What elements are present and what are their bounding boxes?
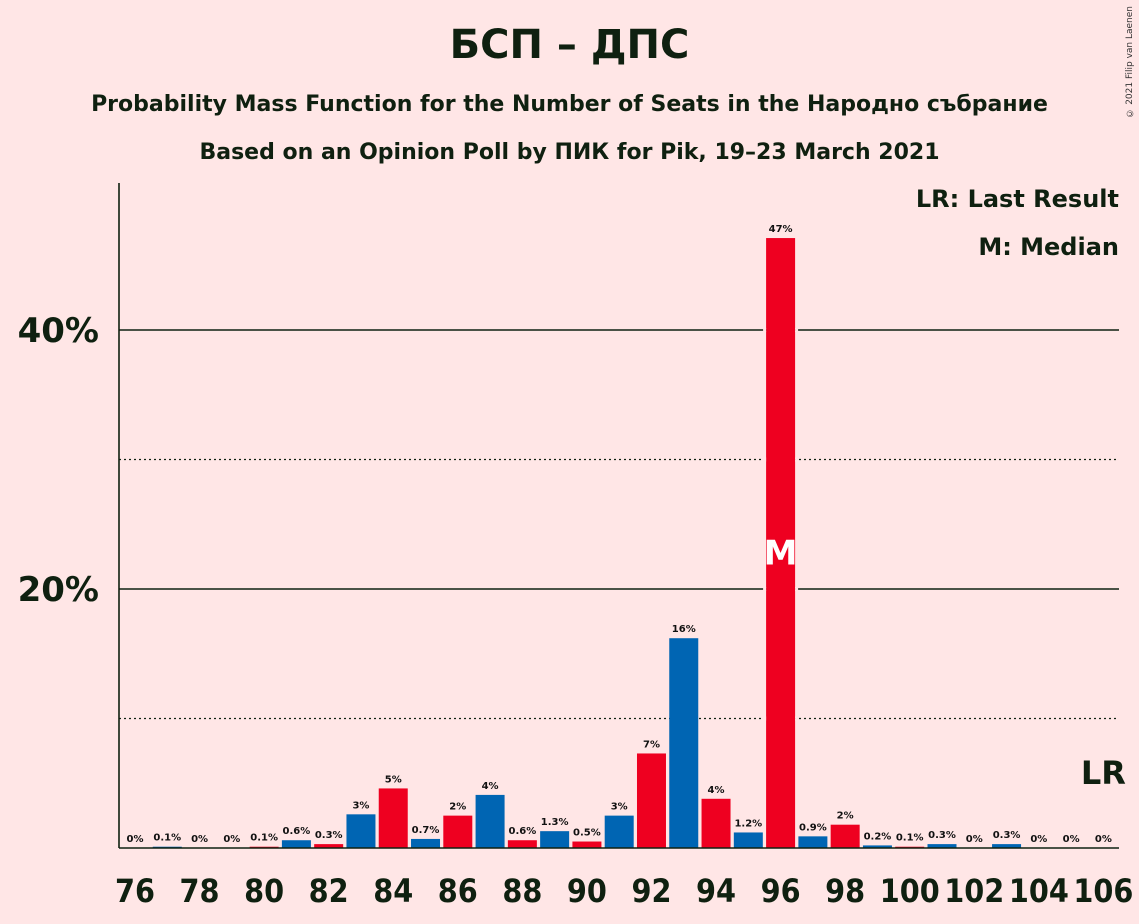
bar-92 — [636, 753, 666, 848]
data-label-100: 0.1% — [896, 833, 924, 844]
data-label-77: 0.1% — [153, 833, 181, 844]
gap-left-40 — [763, 328, 767, 332]
data-label-102: 0% — [966, 834, 983, 845]
bar-91 — [604, 815, 634, 848]
data-label-105: 0% — [1063, 834, 1080, 845]
data-label-86: 2% — [449, 802, 466, 813]
bar-98 — [830, 824, 860, 848]
y-tick-label-40: 40% — [18, 311, 99, 351]
bar-101 — [927, 844, 957, 848]
bar-89 — [540, 831, 570, 848]
data-label-95: 1.2% — [734, 818, 762, 829]
y-tick-label-20: 20% — [18, 570, 99, 610]
bar-84 — [378, 788, 408, 848]
data-label-89: 1.3% — [541, 817, 569, 828]
data-label-91: 3% — [611, 802, 628, 813]
gap-right-30 — [795, 457, 799, 462]
bar-86 — [443, 815, 473, 848]
data-label-97: 0.9% — [799, 822, 827, 833]
gap-right-10 — [795, 716, 799, 721]
data-label-93: 16% — [672, 624, 696, 635]
x-tick-label-102: 102 — [944, 872, 1004, 910]
last-result-marker: LR — [1081, 754, 1126, 792]
x-tick-label-98: 98 — [825, 872, 865, 910]
data-label-106: 0% — [1095, 834, 1112, 845]
x-tick-label-92: 92 — [631, 872, 671, 910]
bar-85 — [411, 838, 441, 848]
data-label-99: 0.2% — [864, 831, 892, 842]
data-label-92: 7% — [643, 739, 660, 750]
x-tick-label-90: 90 — [567, 872, 607, 910]
x-tick-label-86: 86 — [438, 872, 478, 910]
data-label-87: 4% — [482, 781, 499, 792]
bar-82 — [314, 844, 344, 848]
x-tick-label-80: 80 — [244, 872, 284, 910]
chart-title: БСП – ДПС — [449, 22, 690, 68]
bar-103 — [992, 844, 1022, 848]
data-label-78: 0% — [191, 834, 208, 845]
bar-95 — [733, 832, 763, 848]
x-tick-label-88: 88 — [502, 872, 542, 910]
bar-94 — [701, 798, 731, 848]
data-label-98: 2% — [837, 811, 854, 822]
data-label-104: 0% — [1030, 834, 1047, 845]
data-label-90: 0.5% — [573, 828, 601, 839]
data-label-84: 5% — [385, 774, 402, 785]
chart-subtitle-1: Probability Mass Function for the Number… — [91, 92, 1048, 117]
legend-last-result: LR: Last Result — [915, 185, 1119, 213]
data-label-103: 0.3% — [993, 830, 1021, 841]
gap-left-20 — [763, 587, 767, 591]
gap-right-20 — [795, 587, 799, 591]
data-label-94: 4% — [708, 785, 725, 796]
data-label-101: 0.3% — [928, 830, 956, 841]
data-label-96: 47% — [769, 224, 793, 235]
data-label-83: 3% — [352, 800, 369, 811]
median-marker: M — [764, 533, 798, 573]
bar-90 — [572, 841, 602, 848]
bar-93 — [669, 638, 699, 848]
gap-left-10 — [763, 716, 767, 721]
data-label-79: 0% — [223, 834, 240, 845]
bar-83 — [346, 814, 376, 848]
x-tick-label-106: 106 — [1073, 872, 1133, 910]
bar-87 — [475, 794, 505, 848]
x-tick-label-76: 76 — [115, 872, 155, 910]
bar-81 — [281, 840, 311, 848]
data-label-88: 0.6% — [508, 826, 536, 837]
bar-99 — [862, 845, 892, 848]
x-tick-label-104: 104 — [1009, 872, 1069, 910]
data-label-82: 0.3% — [315, 830, 343, 841]
x-tick-label-82: 82 — [309, 872, 349, 910]
x-tick-label-100: 100 — [880, 872, 940, 910]
bar-97 — [798, 836, 828, 848]
x-tick-label-84: 84 — [373, 872, 413, 910]
chart-subtitle-2: Based on an Opinion Poll by ПИК for Pik,… — [199, 140, 940, 165]
legend-median: M: Median — [978, 233, 1119, 261]
gap-left-30 — [763, 457, 767, 462]
data-label-76: 0% — [127, 834, 144, 845]
x-tick-label-78: 78 — [180, 872, 220, 910]
gap-right-40 — [795, 328, 799, 332]
bar-96 — [766, 238, 796, 848]
bar-88 — [507, 840, 537, 848]
x-tick-label-96: 96 — [761, 872, 801, 910]
data-label-85: 0.7% — [412, 825, 440, 836]
data-label-81: 0.6% — [283, 826, 311, 837]
x-tick-label-94: 94 — [696, 872, 736, 910]
data-label-80: 0.1% — [250, 833, 278, 844]
